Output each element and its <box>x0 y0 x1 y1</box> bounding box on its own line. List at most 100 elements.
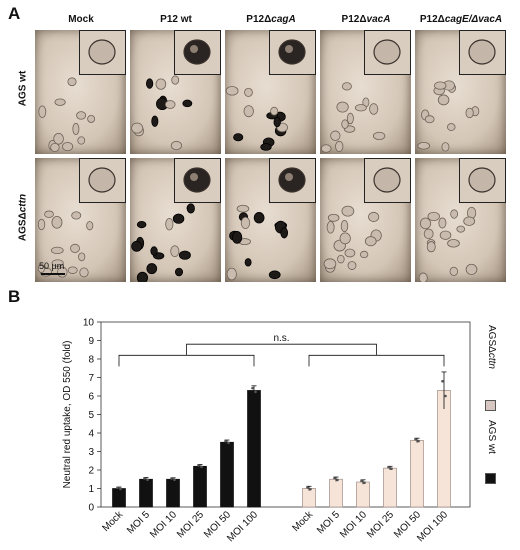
cell <box>50 142 60 152</box>
magnified-inset <box>174 30 221 75</box>
inset-cell <box>373 39 401 65</box>
cell <box>419 217 432 230</box>
cell <box>174 267 184 277</box>
micrograph-r2-c1 <box>35 158 126 282</box>
inset-cell <box>88 39 116 65</box>
cell <box>424 115 435 124</box>
magnified-inset <box>79 158 126 203</box>
cell <box>434 81 447 90</box>
scale-bar <box>41 273 65 275</box>
magnified-inset <box>269 158 316 203</box>
bar-ags-cttn <box>410 440 424 508</box>
cell <box>465 263 478 275</box>
cell <box>243 105 254 118</box>
inset-cell-nucleus <box>285 173 293 181</box>
data-point <box>173 478 176 481</box>
bar-chart: 0 1 2 3 4 5 6 7 8 9 10 Neutral red uptake, OD 550 (… <box>0 295 520 550</box>
data-point <box>119 487 122 491</box>
micrograph-r2-c4 <box>320 158 411 282</box>
cell <box>341 119 349 129</box>
cell <box>136 220 147 229</box>
category-label: Mock <box>290 509 315 534</box>
cell <box>327 213 340 222</box>
data-point <box>146 478 149 482</box>
cell <box>170 140 183 151</box>
cell <box>131 240 143 252</box>
data-point <box>254 390 257 394</box>
cell <box>37 218 46 231</box>
cell <box>336 101 349 113</box>
cell <box>341 82 352 91</box>
cell <box>260 143 272 151</box>
category-label: MOI 100 <box>225 509 260 544</box>
data-point <box>227 441 230 445</box>
bar-ags-wt <box>139 478 153 508</box>
micrograph-r2-c5 <box>415 158 506 282</box>
category-label: Mock <box>100 509 125 534</box>
cell <box>71 211 82 220</box>
y-tick-label: 4 <box>88 429 94 440</box>
inset-cell <box>183 167 211 193</box>
cell <box>236 204 250 213</box>
data-point <box>251 386 254 390</box>
cell <box>79 267 89 278</box>
column-header-p12-vacA: P12ΔvacA <box>341 14 391 25</box>
cell <box>233 133 244 142</box>
inset-cell-nucleus <box>285 45 293 53</box>
cell <box>67 77 77 87</box>
cell <box>72 122 80 136</box>
cell <box>78 252 86 262</box>
cell <box>37 264 45 273</box>
data-point <box>200 465 203 469</box>
data-point <box>360 479 363 483</box>
cell <box>320 144 332 153</box>
cell <box>330 130 341 141</box>
cell <box>145 78 154 89</box>
inset-cell <box>373 167 401 193</box>
cell <box>151 115 159 127</box>
bar-ags-wt <box>193 465 207 508</box>
cell <box>341 205 355 217</box>
cell <box>171 75 180 85</box>
category-label: MOI 10 <box>148 509 179 540</box>
cell <box>253 212 265 224</box>
cell <box>346 112 354 125</box>
magnified-inset <box>364 30 411 75</box>
significance-label: n.s. <box>273 333 289 344</box>
cell <box>165 218 174 231</box>
micrograph-r1-c1 <box>35 30 126 154</box>
inset-cell <box>278 167 306 193</box>
data-point <box>336 478 339 482</box>
cell <box>364 236 377 247</box>
cell <box>136 271 149 282</box>
cell <box>87 114 96 123</box>
magnified-inset <box>79 30 126 75</box>
cell <box>337 254 345 264</box>
cell <box>344 248 356 258</box>
scale-bar-label: 50 µm <box>39 261 65 271</box>
bracket-ags-cttn <box>308 354 445 367</box>
magnified-inset <box>364 158 411 203</box>
micrograph-r1-c3 <box>225 30 316 154</box>
cell <box>369 103 379 115</box>
panel-a-label: A <box>8 4 21 23</box>
y-tick-label: 10 <box>83 318 95 329</box>
cell <box>186 203 195 214</box>
cell <box>360 250 369 259</box>
cell <box>426 241 436 253</box>
bar-ags-cttn <box>302 488 316 508</box>
cell <box>465 107 474 119</box>
inset-cell-nucleus <box>190 173 198 181</box>
inset-cell <box>183 39 211 65</box>
y-tick-label: 1 <box>88 484 94 495</box>
data-point <box>197 464 200 467</box>
column-header-p12-cagA: P12ΔcagA <box>246 14 296 25</box>
bar-ags-wt <box>220 441 234 508</box>
cell <box>54 98 66 106</box>
cell <box>447 123 456 131</box>
cell <box>368 211 380 222</box>
bar-ags-cttn <box>356 481 370 508</box>
category-label: MOI 100 <box>415 509 450 544</box>
bar-ags-cttn <box>383 467 397 508</box>
y-tick-label: 0 <box>88 503 94 514</box>
